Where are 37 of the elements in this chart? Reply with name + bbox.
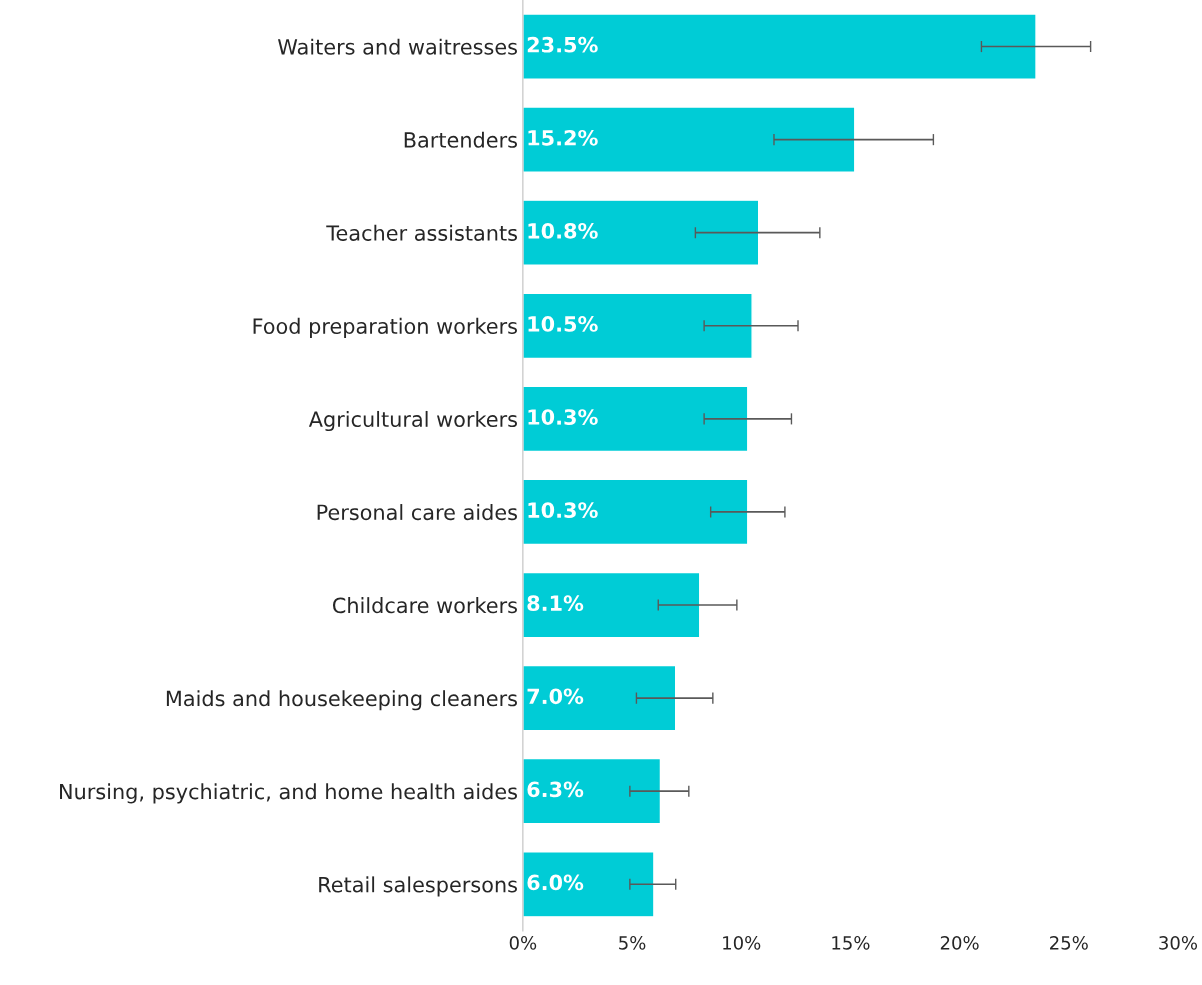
bar	[522, 664, 677, 732]
y-tick-label: Food preparation workers	[253, 317, 517, 339]
y-tick-label: Retail salespersons	[319, 876, 517, 897]
x-tick-label: 0%	[509, 936, 537, 950]
x-tick-label: 10%	[723, 936, 761, 950]
y-tick-label: Agricultural workers	[308, 410, 517, 432]
bar	[522, 757, 662, 825]
data-label: 10.3%	[528, 409, 598, 425]
x-tick-label: 30%	[1159, 936, 1198, 950]
y-tick-label: Personal care aides	[317, 504, 517, 521]
x-tick-label: 5%	[619, 936, 646, 950]
y-tick-label: Nursing, psychiatric, and home health aides	[60, 783, 517, 804]
x-tick-label: 20%	[940, 936, 979, 950]
bar	[522, 571, 701, 639]
bar	[522, 292, 753, 360]
x-tick-label: 15%	[832, 936, 870, 950]
y-tick-label: Childcare workers	[332, 597, 517, 614]
bar	[522, 385, 749, 453]
data-label: 23.5%	[527, 36, 598, 53]
y-tick-label: Maids and housekeeping cleaners	[166, 690, 517, 711]
x-tick-label: 25%	[1050, 936, 1088, 950]
bar	[522, 478, 749, 546]
bar	[522, 106, 856, 173]
data-label: 6.3%	[527, 781, 584, 798]
data-label: 8.1%	[527, 595, 584, 612]
bar	[522, 851, 655, 918]
data-label: 6.0%	[527, 874, 584, 891]
bar	[522, 13, 1037, 80]
bar	[522, 199, 760, 266]
data-label: 7.0%	[527, 688, 584, 705]
y-tick-label: Bartenders	[404, 131, 517, 148]
y-tick-label: Teacher assistants	[326, 224, 517, 241]
data-label: 10.5%	[528, 316, 598, 332]
data-label: 10.8%	[528, 222, 598, 239]
data-label: 10.3%	[528, 502, 598, 518]
data-label: 15.2%	[528, 129, 598, 146]
y-tick-label: Waiters and waitresses	[277, 38, 517, 55]
